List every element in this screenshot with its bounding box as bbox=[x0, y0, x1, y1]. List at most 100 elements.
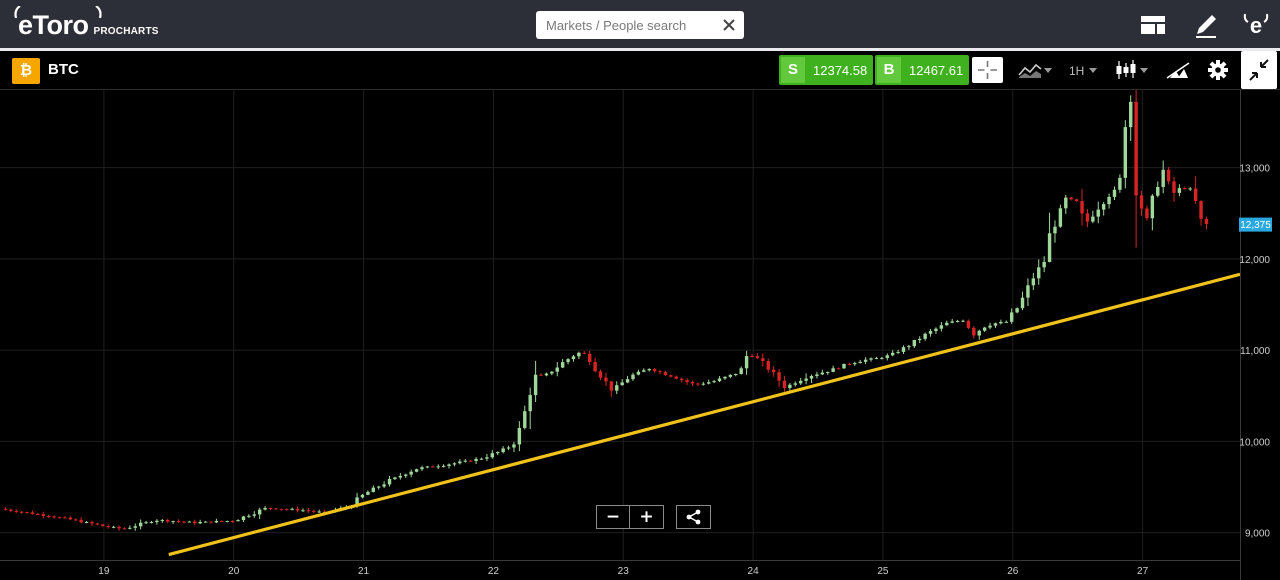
candle-down bbox=[1199, 201, 1203, 219]
candle-up bbox=[404, 474, 408, 476]
candle-up bbox=[133, 526, 137, 528]
candle-down bbox=[652, 369, 657, 372]
candle-up bbox=[252, 514, 256, 516]
candle-up bbox=[853, 362, 857, 365]
candle-up bbox=[420, 467, 424, 470]
search-input[interactable] bbox=[536, 11, 724, 39]
candle-up bbox=[793, 383, 797, 385]
candle-up bbox=[544, 373, 549, 376]
y-tick-label: 13,000 bbox=[1239, 164, 1270, 175]
candle-down bbox=[274, 508, 278, 510]
candle-up bbox=[1047, 233, 1052, 262]
sell-button[interactable]: S 12374.58 bbox=[779, 55, 874, 85]
candle-up bbox=[826, 371, 830, 373]
candle-up bbox=[1156, 186, 1160, 196]
logo-text: eToro bbox=[18, 10, 89, 40]
candle-up bbox=[458, 461, 462, 464]
share-button[interactable] bbox=[676, 505, 711, 529]
pencil-icon[interactable] bbox=[1192, 11, 1220, 39]
gear-icon[interactable] bbox=[1205, 57, 1231, 83]
logo-subtitle: PROCHARTS bbox=[93, 26, 159, 37]
candlestick-series bbox=[3, 90, 1209, 531]
candle-up bbox=[571, 356, 576, 360]
candle-up bbox=[955, 321, 960, 323]
candle-up bbox=[1107, 196, 1111, 205]
y-tick-label: 11,000 bbox=[1240, 346, 1270, 357]
candle-up bbox=[479, 458, 484, 460]
candle-up bbox=[506, 447, 511, 449]
instrument-symbol: BTC bbox=[48, 61, 79, 78]
candlestick-caret-icon[interactable] bbox=[1140, 68, 1148, 73]
candle-up bbox=[187, 521, 192, 523]
candle-down bbox=[230, 521, 235, 523]
candlestick-icon[interactable] bbox=[1112, 57, 1140, 83]
candle-up bbox=[474, 458, 478, 462]
candle-down bbox=[1183, 188, 1187, 190]
candle-up bbox=[225, 521, 229, 523]
x-tick-label: 23 bbox=[618, 566, 630, 577]
candle-up bbox=[236, 520, 240, 522]
candle-up bbox=[463, 460, 467, 462]
share-icon bbox=[686, 509, 701, 525]
candle-down bbox=[176, 521, 181, 523]
candle-up bbox=[555, 367, 559, 372]
timeframe-caret-icon[interactable] bbox=[1089, 68, 1097, 73]
candle-up bbox=[496, 452, 500, 454]
zoom-out-button[interactable]: − bbox=[596, 505, 630, 529]
candle-up bbox=[1042, 261, 1046, 268]
candle-up bbox=[1015, 308, 1019, 313]
candle-up bbox=[247, 515, 251, 517]
candle-up bbox=[436, 466, 440, 468]
candle-up bbox=[999, 321, 1003, 324]
candle-up bbox=[241, 516, 246, 521]
candle-up bbox=[728, 374, 733, 377]
candle-up bbox=[550, 371, 554, 374]
candle-down bbox=[90, 522, 94, 524]
candle-down bbox=[582, 352, 586, 354]
candle-down bbox=[431, 466, 435, 468]
candle-up bbox=[945, 322, 949, 326]
candle-up bbox=[160, 519, 165, 521]
candle-down bbox=[1080, 201, 1084, 214]
candle-up bbox=[171, 521, 175, 523]
layout-icon[interactable] bbox=[1139, 11, 1167, 39]
candle-up bbox=[631, 374, 635, 380]
top-bar: eToro PROCHARTS e bbox=[0, 0, 1280, 51]
candle-down bbox=[609, 381, 614, 391]
candle-up bbox=[701, 383, 706, 385]
candle-up bbox=[1026, 285, 1030, 298]
drawing-tools-icon[interactable] bbox=[1164, 57, 1192, 83]
crosshair-icon bbox=[978, 61, 997, 79]
candle-up bbox=[290, 508, 294, 510]
close-icon[interactable] bbox=[720, 16, 738, 34]
candle-down bbox=[598, 371, 603, 378]
chart-type-caret-icon[interactable] bbox=[1044, 68, 1052, 73]
zoom-in-button[interactable]: + bbox=[630, 505, 664, 529]
candle-up bbox=[815, 374, 819, 376]
candle-down bbox=[14, 510, 18, 512]
collapse-button[interactable] bbox=[1241, 51, 1277, 89]
price-chart[interactable]: 9,000 10,000 11,000 12,000 13,000 19 20 21 22 23… bbox=[0, 90, 1280, 580]
sell-price: 12374.58 bbox=[813, 62, 868, 78]
trendline[interactable] bbox=[168, 272, 1241, 557]
candle-up bbox=[214, 520, 219, 523]
candle-down bbox=[268, 507, 273, 509]
candle-up bbox=[896, 351, 900, 353]
search-box[interactable] bbox=[536, 11, 744, 39]
candle-down bbox=[9, 509, 13, 511]
candle-up bbox=[512, 444, 516, 448]
candle-down bbox=[63, 517, 67, 519]
candle-up bbox=[393, 477, 397, 479]
buy-price: 12467.61 bbox=[909, 62, 964, 78]
candle-up bbox=[1004, 321, 1008, 323]
candle-up bbox=[798, 380, 803, 384]
etoro-profile-icon[interactable]: e bbox=[1242, 11, 1270, 39]
timeframe-select[interactable]: 1H bbox=[1069, 64, 1085, 78]
chart-type-icon[interactable] bbox=[1016, 57, 1044, 83]
etoro-logo[interactable]: eToro PROCHARTS bbox=[14, 6, 159, 40]
candle-up bbox=[869, 358, 873, 360]
buy-button[interactable]: B 12467.61 bbox=[875, 55, 970, 85]
candle-up bbox=[138, 522, 143, 527]
candle-up bbox=[1053, 226, 1057, 234]
crosshair-button[interactable] bbox=[972, 57, 1003, 83]
